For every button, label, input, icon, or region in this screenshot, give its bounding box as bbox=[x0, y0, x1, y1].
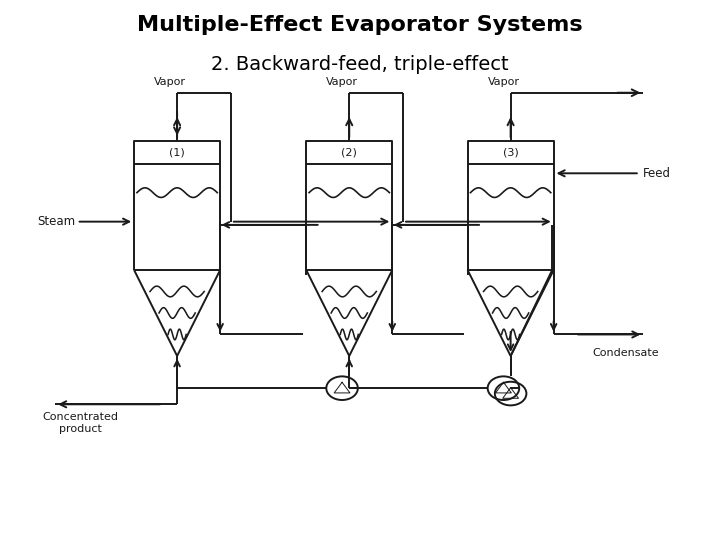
Text: (2): (2) bbox=[341, 147, 357, 158]
Text: 2. Backward-feed, triple-effect: 2. Backward-feed, triple-effect bbox=[211, 55, 509, 74]
Text: Concentrated
product: Concentrated product bbox=[42, 413, 118, 434]
Text: (3): (3) bbox=[503, 147, 518, 158]
Text: Condensate: Condensate bbox=[592, 348, 659, 358]
Text: (1): (1) bbox=[169, 147, 185, 158]
Text: Steam: Steam bbox=[37, 215, 76, 228]
Text: Multiple-Effect Evaporator Systems: Multiple-Effect Evaporator Systems bbox=[138, 15, 582, 35]
Text: Vapor: Vapor bbox=[154, 77, 186, 87]
Text: Feed: Feed bbox=[643, 167, 671, 180]
Text: Vapor: Vapor bbox=[487, 77, 519, 87]
Text: Vapor: Vapor bbox=[326, 77, 358, 87]
